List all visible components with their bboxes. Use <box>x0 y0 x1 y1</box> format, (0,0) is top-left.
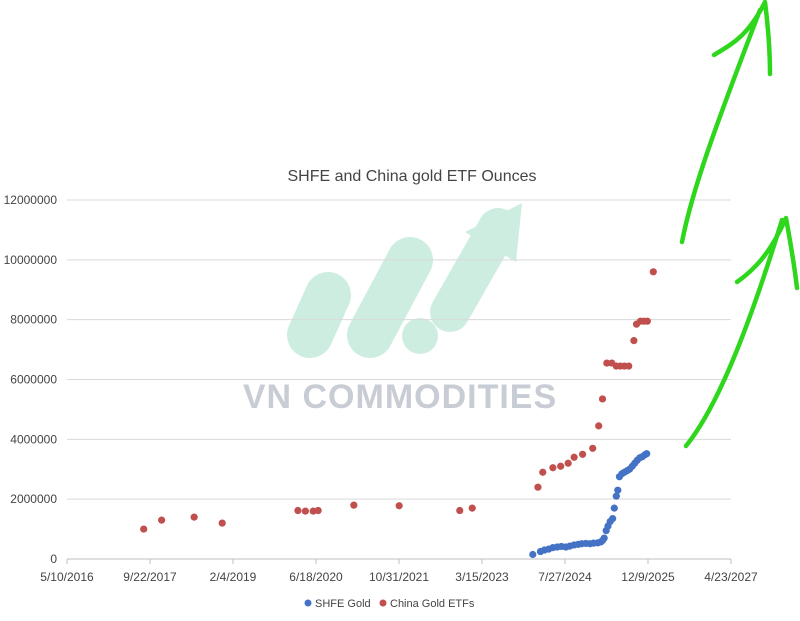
data-point-china-gold-etfs <box>603 359 611 367</box>
data-point-shfe-gold <box>614 486 622 494</box>
data-point-china-gold-etfs <box>301 507 309 515</box>
data-point-shfe-gold <box>609 515 617 523</box>
y-tick-label: 8000000 <box>10 313 57 327</box>
data-point-china-gold-etfs <box>190 513 198 521</box>
legend: SHFE Gold China Gold ETFs <box>304 598 475 610</box>
data-point-china-gold-etfs <box>557 462 565 470</box>
data-point-china-gold-etfs <box>649 268 657 276</box>
x-tick-label: 6/18/2020 <box>289 570 343 584</box>
x-tick-label: 12/9/2025 <box>621 570 675 584</box>
legend-label-china-gold-etfs: China Gold ETFs <box>390 598 475 610</box>
data-point-china-gold-etfs <box>218 519 226 527</box>
watermark-logo-icon <box>287 203 522 358</box>
legend-marker-shfe-gold <box>304 599 312 607</box>
series-china-gold-etfs <box>140 268 657 533</box>
y-tick-label: 2000000 <box>10 492 57 506</box>
data-point-china-gold-etfs <box>534 483 542 491</box>
x-tick-label: 5/10/2016 <box>40 570 94 584</box>
y-axis-ticks: 0 2000000 4000000 6000000 8000000 10000000 120… <box>4 193 58 566</box>
data-point-china-gold-etfs <box>539 468 547 476</box>
x-tick-label: 10/31/2021 <box>369 570 429 584</box>
arrow-up-icon <box>679 0 773 245</box>
data-point-shfe-gold <box>612 492 620 500</box>
data-point-china-gold-etfs <box>589 444 597 452</box>
data-point-china-gold-etfs <box>140 525 148 533</box>
data-point-china-gold-etfs <box>564 459 572 467</box>
arrow-up-icon <box>683 215 800 449</box>
y-tick-label: 6000000 <box>10 373 57 387</box>
legend-label-shfe-gold: SHFE Gold <box>315 598 371 610</box>
data-point-shfe-gold <box>643 450 651 458</box>
data-point-china-gold-etfs <box>468 504 476 512</box>
data-point-china-gold-etfs <box>158 516 166 524</box>
data-point-shfe-gold <box>610 504 618 512</box>
x-tick-label: 9/22/2017 <box>123 570 177 584</box>
data-point-china-gold-etfs <box>630 337 638 345</box>
y-tick-label: 12000000 <box>4 193 58 207</box>
data-point-china-gold-etfs <box>570 453 578 461</box>
data-point-china-gold-etfs <box>549 464 557 472</box>
y-tick-label: 4000000 <box>10 432 57 446</box>
watermark: VN COMMODITIES <box>243 203 557 416</box>
data-point-china-gold-etfs <box>578 450 587 458</box>
data-point-china-gold-etfs <box>350 501 358 509</box>
data-point-china-gold-etfs <box>314 506 322 515</box>
data-point-china-gold-etfs <box>598 395 607 403</box>
x-tick-label: 2/4/2019 <box>210 570 257 584</box>
x-tick-label: 4/23/2027 <box>704 570 758 584</box>
data-point-china-gold-etfs <box>625 362 633 370</box>
watermark-text: VN COMMODITIES <box>243 378 557 416</box>
data-point-china-gold-etfs <box>595 422 603 430</box>
x-tick-label: 3/15/2023 <box>455 570 509 584</box>
x-axis-ticks: 5/10/2016 9/22/2017 2/4/2019 6/18/2020 10/31… <box>40 559 758 584</box>
data-point-china-gold-etfs <box>456 506 464 515</box>
data-point-shfe-gold <box>600 534 608 542</box>
data-point-china-gold-etfs <box>643 317 651 325</box>
y-tick-label: 10000000 <box>4 253 58 267</box>
annotation-arrows <box>679 0 800 449</box>
series-shfe-gold <box>529 450 651 559</box>
gridlines <box>67 199 731 500</box>
legend-marker-china-gold-etfs <box>379 599 387 607</box>
chart-title: SHFE and China gold ETF Ounces <box>287 168 536 185</box>
data-point-shfe-gold <box>529 550 537 559</box>
data-point-china-gold-etfs <box>395 502 403 510</box>
data-point-china-gold-etfs <box>294 506 302 515</box>
y-tick-label: 0 <box>50 552 57 566</box>
x-tick-label: 7/27/2024 <box>538 570 592 584</box>
